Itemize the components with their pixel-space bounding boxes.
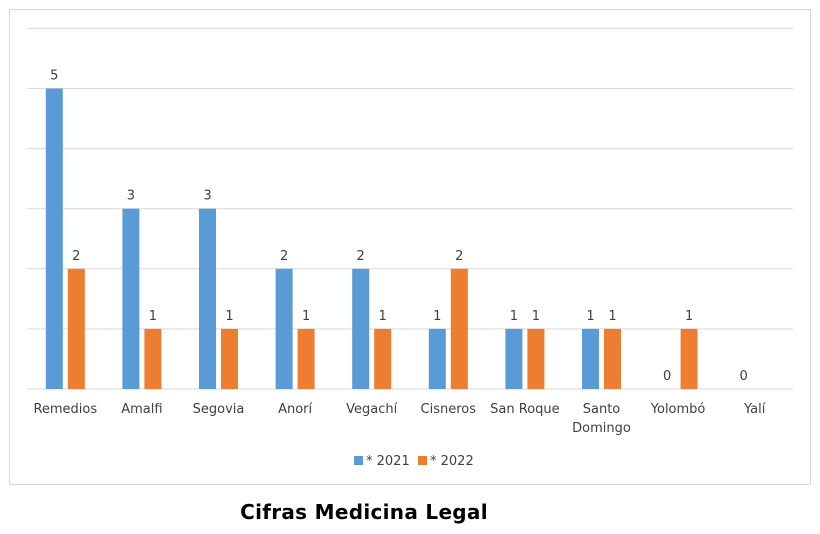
bar-series1: [199, 208, 216, 389]
category-label: Cisneros: [421, 402, 477, 417]
bar-series1: [352, 268, 370, 389]
data-label: 1: [685, 309, 693, 324]
bar-series1: [122, 208, 140, 389]
category-label: Amalfi: [121, 402, 162, 417]
data-label: 1: [433, 309, 441, 324]
category-label: Remedios: [33, 402, 97, 417]
bar-series2: [144, 328, 162, 389]
bar-series1: [275, 268, 293, 389]
data-label: 2: [455, 249, 463, 264]
bar-series2: [221, 328, 238, 389]
bar-series2: [680, 328, 698, 389]
bar-series2: [374, 328, 392, 389]
bar-chart: 5 2 Remedios 3 1 Amalfi 3 1 Segovia 2 1 Anorí 2 1 Vega…: [27, 27, 793, 469]
data-label: 1: [608, 309, 616, 324]
data-label: 1: [149, 309, 157, 324]
category-label: Domingo: [572, 421, 631, 436]
data-label: 3: [127, 189, 135, 204]
data-label: 2: [280, 249, 288, 264]
chart-caption: Cifras Medicina Legal: [240, 500, 488, 524]
data-label: 2: [357, 249, 365, 264]
data-label: 1: [510, 309, 518, 324]
data-label: 5: [50, 69, 58, 84]
data-label: 3: [203, 189, 211, 204]
bar-series2: [297, 328, 315, 389]
bar-series2: [450, 268, 468, 389]
data-label: 0: [663, 369, 671, 384]
legend-label: * 2021: [366, 454, 410, 469]
legend-swatch: [418, 456, 427, 465]
category-label: Segovia: [193, 402, 245, 417]
bar-series1: [45, 88, 63, 389]
data-label: 1: [532, 309, 540, 324]
bar-series1: [505, 328, 523, 389]
category-label: Vegachí: [346, 402, 397, 417]
bar-series2: [604, 328, 621, 389]
data-label: 1: [379, 309, 387, 324]
bar-series2: [527, 328, 545, 389]
legend-swatch: [354, 456, 363, 465]
bar-series1: [582, 328, 599, 389]
category-label: Anorí: [278, 402, 312, 417]
category-label: Yolombó: [650, 402, 706, 417]
data-label: 1: [302, 309, 310, 324]
bar-series2: [67, 268, 85, 389]
bar-series1: [428, 328, 446, 389]
data-label: 2: [72, 249, 80, 264]
category-label: Yalí: [743, 402, 766, 417]
data-label: 1: [225, 309, 233, 324]
data-label: 0: [740, 369, 748, 384]
data-label: 1: [586, 309, 594, 324]
legend-label: * 2022: [430, 454, 474, 469]
category-label: Santo: [583, 402, 621, 417]
category-label: San Roque: [490, 402, 559, 417]
